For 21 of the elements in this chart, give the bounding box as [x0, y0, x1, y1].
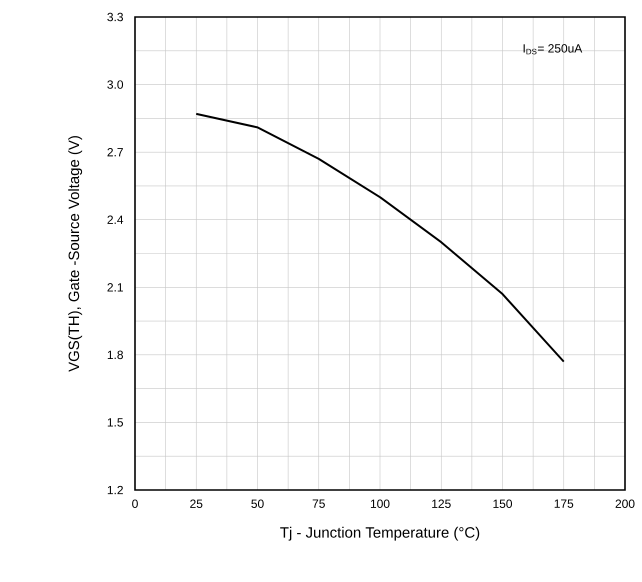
y-tick-label: 3.3 — [107, 12, 123, 22]
x-tick-label: 150 — [493, 500, 512, 508]
y-axis-title: VGS(TH), Gate -Source Voltage (V) — [68, 136, 82, 372]
x-axis-title: Tj - Junction Temperature (°C) — [280, 526, 480, 541]
y-tick-label: 2.7 — [107, 148, 123, 156]
y-tick-label: 1.5 — [108, 418, 123, 427]
x-tick-label: 75 — [312, 500, 325, 508]
line-series — [195, 112, 565, 363]
y-tick-label: 2.4 — [107, 216, 124, 224]
y-tick-label: 2.1 — [107, 283, 123, 292]
y-tick-label: 1.2 — [108, 486, 123, 494]
annotation: I$_{DS}$= 250uA — [524, 44, 582, 54]
x-tick-label: 50 — [251, 500, 264, 508]
x-tick-label: 25 — [190, 500, 202, 508]
y-tick-label: 1.8 — [108, 350, 123, 360]
x-tick-label: 200 — [616, 500, 635, 508]
x-tick-label: 125 — [432, 500, 451, 508]
y-tick-label: 3.0 — [107, 80, 124, 89]
x-tick-label: 175 — [554, 500, 574, 508]
x-tick-label: 0 — [132, 500, 138, 508]
x-tick-label: 100 — [370, 500, 390, 508]
